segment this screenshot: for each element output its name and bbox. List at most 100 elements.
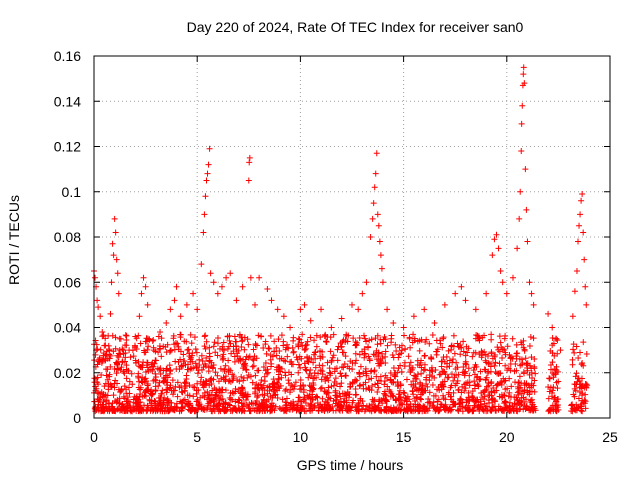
data-point	[132, 357, 139, 364]
data-point	[373, 150, 380, 157]
data-point	[257, 402, 264, 409]
data-point	[523, 360, 530, 367]
data-point	[263, 398, 270, 405]
data-point	[169, 377, 176, 384]
data-point	[466, 406, 473, 413]
data-point	[384, 306, 391, 313]
data-point	[421, 352, 428, 359]
data-point	[311, 349, 318, 356]
data-point	[461, 381, 468, 388]
data-point	[159, 387, 166, 394]
data-point	[396, 391, 403, 398]
data-point	[397, 362, 404, 369]
data-point	[239, 337, 246, 344]
data-point	[252, 389, 259, 396]
data-point	[455, 343, 462, 350]
data-point	[579, 408, 586, 415]
data-point	[572, 373, 579, 380]
data-point	[110, 348, 117, 355]
data-point	[170, 335, 177, 342]
data-point	[504, 343, 511, 350]
data-point	[156, 366, 163, 373]
data-point	[222, 362, 229, 369]
data-point	[285, 377, 292, 384]
data-point	[224, 406, 231, 413]
data-point	[262, 338, 269, 345]
data-point	[210, 361, 217, 368]
data-point	[187, 356, 194, 363]
data-point	[231, 333, 238, 340]
data-point	[245, 341, 252, 348]
data-point	[452, 290, 459, 297]
data-point	[107, 381, 114, 388]
data-point	[513, 355, 520, 362]
data-point	[297, 306, 304, 313]
data-point	[185, 346, 192, 353]
data-point	[531, 365, 538, 372]
data-point	[95, 358, 102, 365]
data-point	[327, 370, 334, 377]
data-point	[350, 335, 357, 342]
data-point	[373, 347, 380, 354]
data-point	[429, 368, 436, 375]
data-point	[222, 399, 229, 406]
data-point	[275, 336, 282, 343]
data-point	[279, 396, 286, 403]
data-point	[136, 313, 143, 320]
data-point	[581, 397, 588, 404]
data-point	[477, 368, 484, 375]
data-point	[217, 365, 224, 372]
data-point	[438, 363, 445, 370]
data-point	[442, 401, 449, 408]
data-point	[136, 378, 143, 385]
data-point	[282, 399, 289, 406]
data-point	[423, 374, 430, 381]
data-point	[582, 391, 589, 398]
data-point	[366, 404, 373, 411]
data-point	[255, 367, 262, 374]
data-point	[246, 401, 253, 408]
data-point	[439, 344, 446, 351]
data-point	[445, 374, 452, 381]
data-point	[577, 211, 584, 218]
data-point	[418, 396, 425, 403]
data-point	[295, 398, 302, 405]
data-point	[391, 370, 398, 377]
data-point	[506, 389, 513, 396]
data-point	[109, 332, 116, 339]
data-point	[307, 317, 314, 324]
data-point	[503, 290, 510, 297]
data-point	[454, 377, 461, 384]
data-point	[486, 360, 493, 367]
data-point	[113, 399, 120, 406]
y-tick-labels: 0 0.02 0.04 0.06 0.08 0.1 0.12 0.14 0.16	[54, 48, 81, 426]
data-point	[113, 256, 120, 263]
data-point	[160, 378, 167, 385]
data-point	[274, 380, 281, 387]
y-tick-label: 0.02	[54, 365, 81, 381]
data-point	[239, 405, 246, 412]
data-point	[115, 358, 122, 365]
data-point	[287, 358, 294, 365]
data-point	[508, 354, 515, 361]
data-point	[329, 403, 336, 410]
data-point	[346, 403, 353, 410]
data-point	[122, 342, 129, 349]
data-point	[362, 365, 369, 372]
data-point	[375, 407, 382, 414]
data-point	[437, 371, 444, 378]
data-point	[395, 365, 402, 372]
data-point	[465, 402, 472, 409]
data-point	[444, 374, 451, 381]
data-point	[372, 170, 379, 177]
data-point	[504, 385, 511, 392]
data-point	[276, 347, 283, 354]
data-point	[249, 363, 256, 370]
y-axis-title: ROTI / TECUs	[6, 195, 22, 285]
data-point	[128, 407, 135, 414]
data-point	[411, 395, 418, 402]
data-point	[219, 396, 226, 403]
data-point	[297, 377, 304, 384]
data-point	[526, 384, 533, 391]
data-point	[407, 407, 414, 414]
